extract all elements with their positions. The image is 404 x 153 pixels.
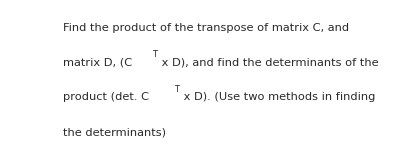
Text: T: T [152,50,157,59]
Text: matrix D, (C: matrix D, (C [63,57,132,67]
Text: x D). (Use two methods in finding: x D). (Use two methods in finding [180,92,375,102]
Text: Find the product of the transpose of matrix C, and: Find the product of the transpose of mat… [63,23,349,33]
Text: the determinants): the determinants) [63,127,166,137]
Text: T: T [174,85,179,94]
Text: product (det. C: product (det. C [63,92,149,102]
Text: x D), and find the determinants of the: x D), and find the determinants of the [158,57,379,67]
